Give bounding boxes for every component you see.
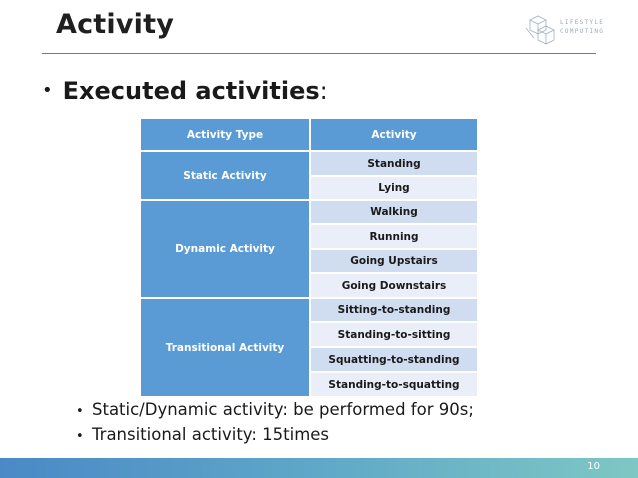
page-number: 10 bbox=[587, 461, 600, 472]
bullet-dot: • bbox=[76, 404, 84, 419]
activity-cell: Running bbox=[309, 223, 479, 250]
section-heading: • Executed activities: bbox=[42, 77, 328, 105]
note-text: Static/Dynamic activity: be performed fo… bbox=[92, 400, 474, 419]
activity-cell: Lying bbox=[309, 175, 479, 201]
activity-cell: Squatting-to-standing bbox=[309, 346, 479, 373]
activity-cell: Standing bbox=[309, 150, 479, 177]
heading-colon: : bbox=[319, 77, 328, 105]
notes-list: • Static/Dynamic activity: be performed f… bbox=[76, 397, 474, 447]
slide-title: Activity bbox=[56, 9, 175, 40]
activity-type-dynamic: Dynamic Activity bbox=[139, 199, 311, 299]
activity-cell: Sitting-to-standing bbox=[309, 297, 479, 323]
activity-cell: Going Upstairs bbox=[309, 248, 479, 274]
activity-cell: Walking bbox=[309, 199, 479, 225]
activity-cell: Standing-to-sitting bbox=[309, 321, 479, 348]
column-header-activity-type: Activity Type bbox=[139, 117, 311, 152]
logo-text-lifestyle: LIFESTYLE bbox=[560, 19, 605, 26]
logo-text-computing: COMPUTING bbox=[560, 28, 605, 35]
title-divider bbox=[42, 53, 596, 54]
activity-table: Activity Type Activity Static Activity S… bbox=[139, 117, 479, 398]
note-item: • Static/Dynamic activity: be performed f… bbox=[76, 397, 474, 422]
lifestyle-computing-logo bbox=[525, 15, 555, 45]
bullet-dot: • bbox=[76, 429, 84, 444]
note-text: Transitional activity: 15times bbox=[92, 425, 330, 444]
activity-cell: Standing-to-squatting bbox=[309, 371, 479, 398]
activity-type-static: Static Activity bbox=[139, 150, 311, 201]
activity-type-transitional: Transitional Activity bbox=[139, 297, 311, 398]
footer-bar bbox=[0, 458, 638, 478]
column-header-activity: Activity bbox=[309, 117, 479, 152]
activity-cell: Going Downstairs bbox=[309, 272, 479, 299]
heading-text: Executed activities bbox=[62, 77, 320, 105]
bullet-dot: • bbox=[42, 80, 53, 101]
note-item: • Transitional activity: 15times bbox=[76, 422, 474, 447]
